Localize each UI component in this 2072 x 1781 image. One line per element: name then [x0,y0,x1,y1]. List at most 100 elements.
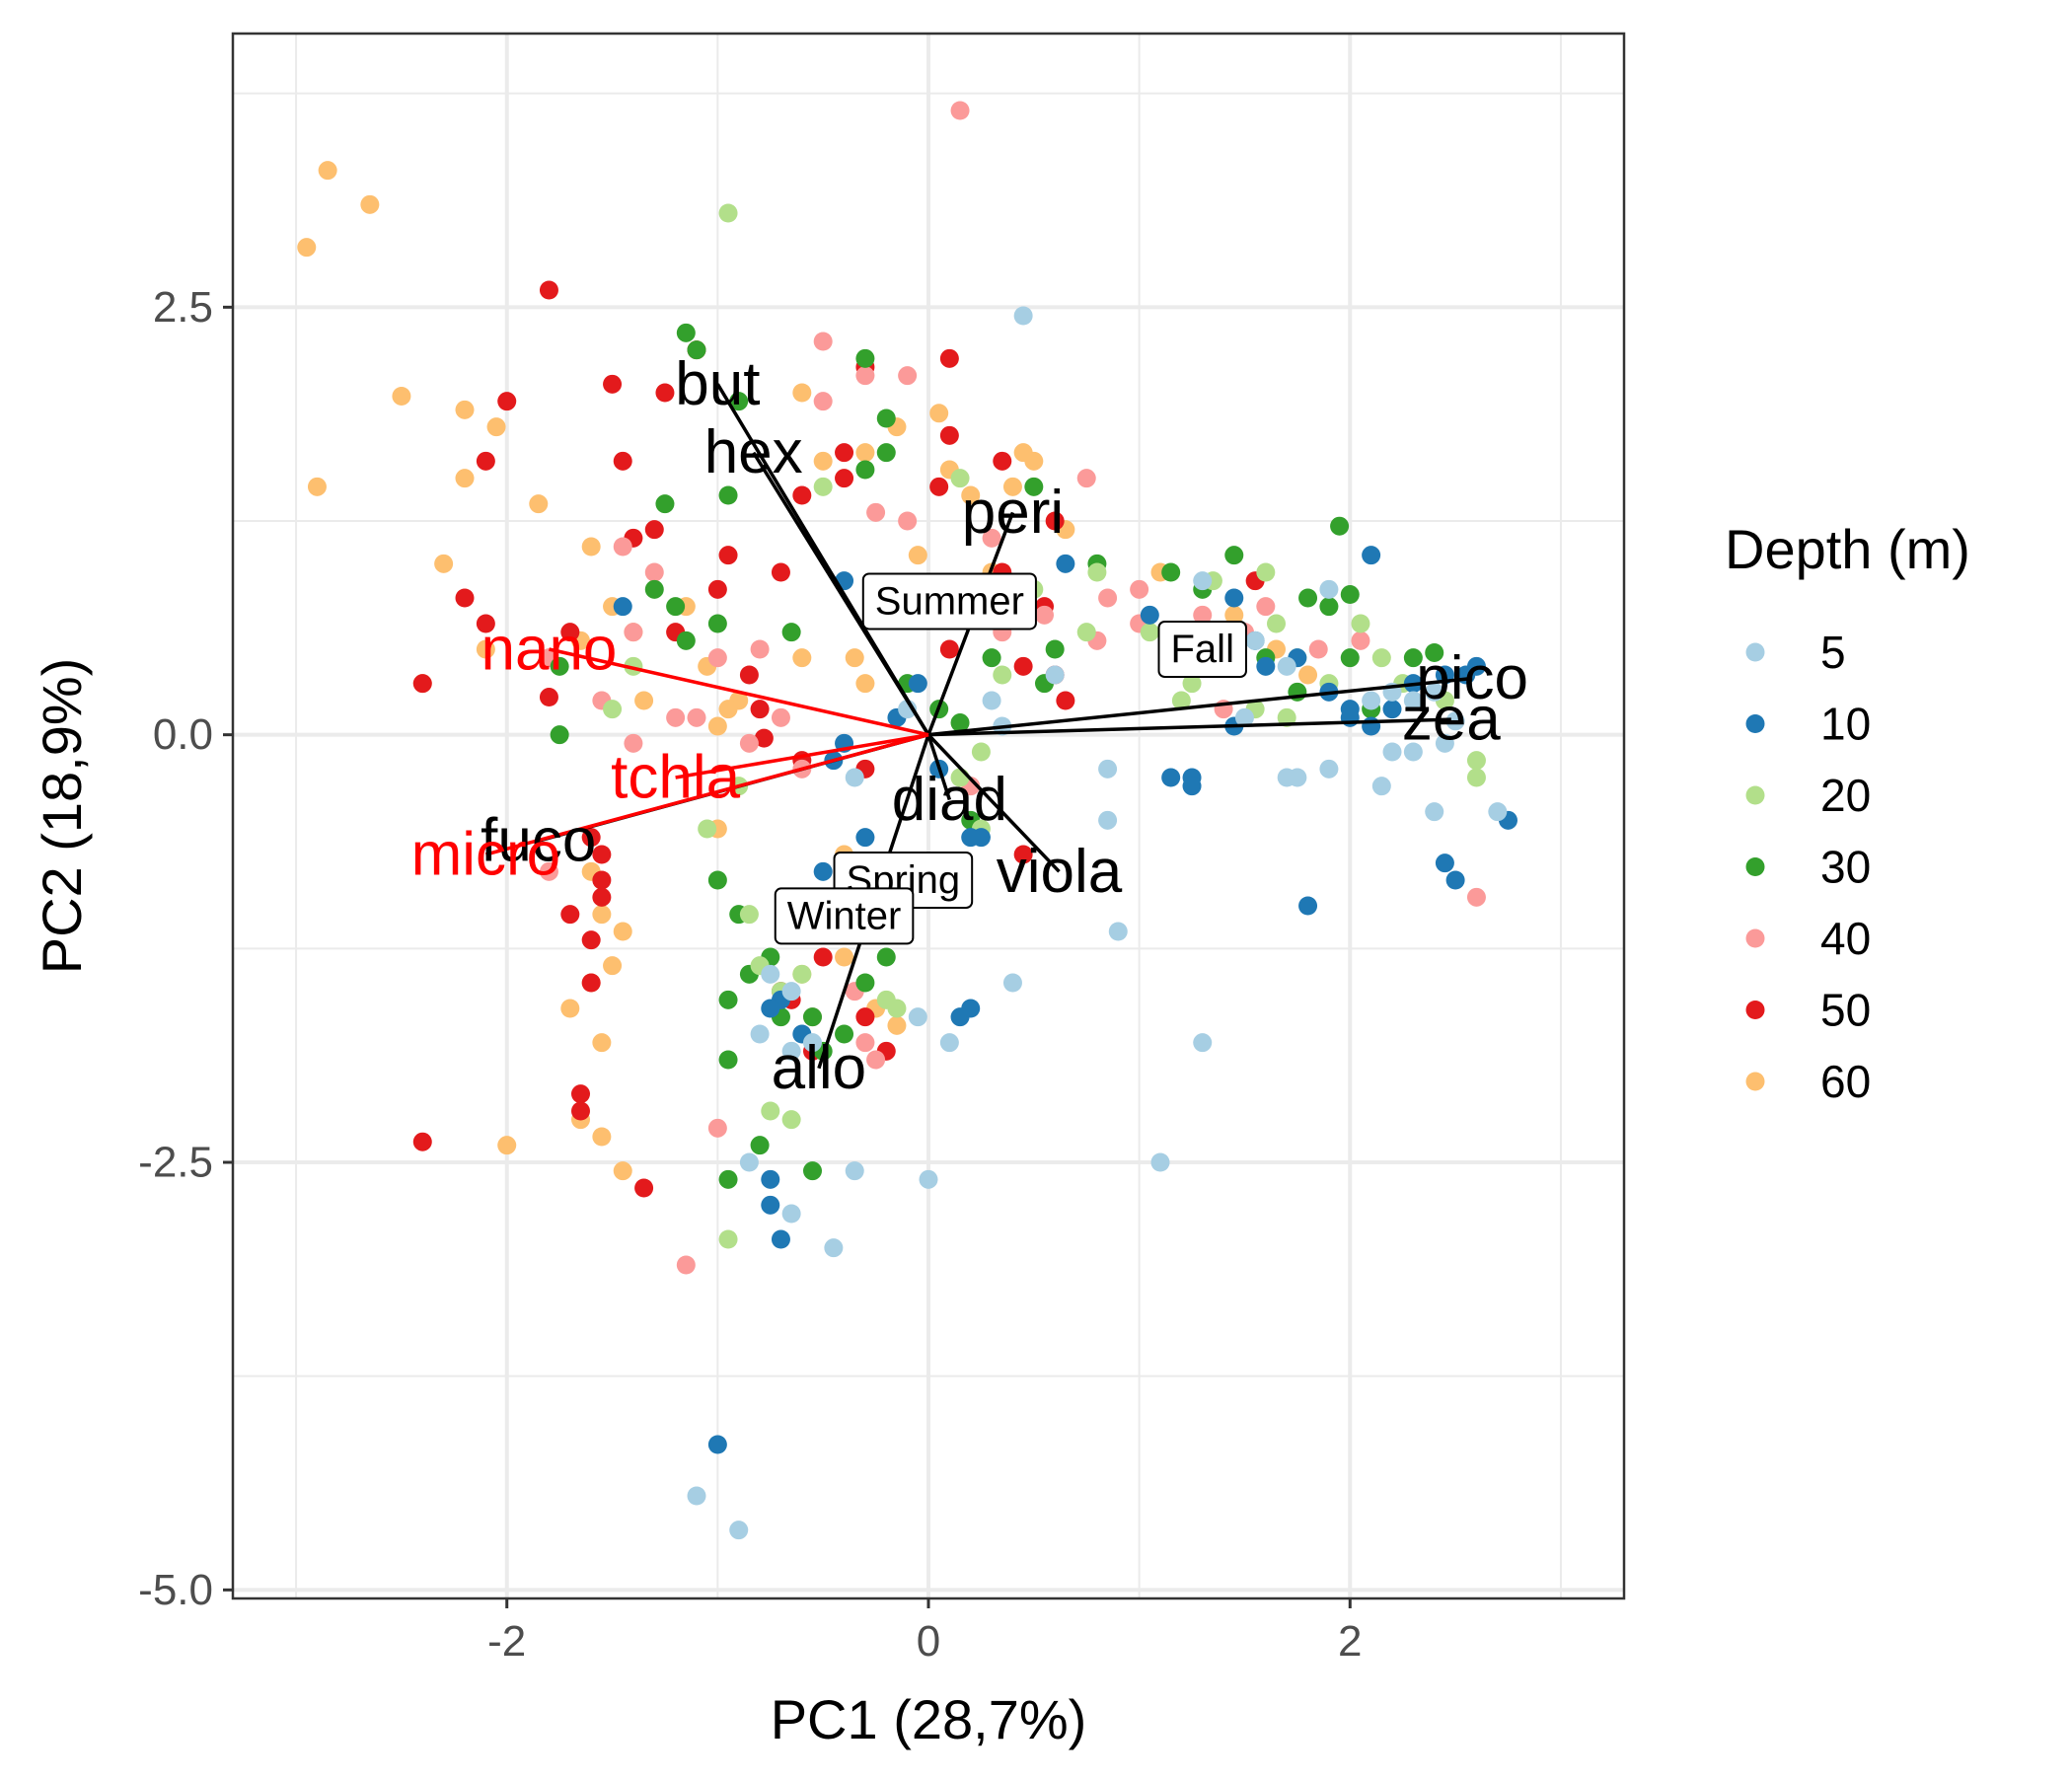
data-point [392,386,411,406]
loading-label-peri: peri [962,479,1064,547]
data-point [1087,562,1107,582]
data-point [707,1118,727,1138]
data-point [1330,516,1350,536]
data-point [971,742,991,762]
data-point [497,1136,517,1155]
data-point [1193,571,1213,591]
data-point [613,1161,632,1181]
data-point [434,554,454,573]
data-point [539,688,558,707]
loading-arrow-micro [484,732,929,856]
data-point [845,1161,864,1181]
data-point [845,768,864,787]
data-point [1140,623,1159,642]
data-point [1403,691,1423,710]
data-point [887,999,907,1018]
loading-label-tchla: tchla [611,744,740,812]
data-point [866,502,886,522]
data-point [761,1195,780,1215]
data-point [1045,639,1065,659]
y-tick-label: 2.5 [153,283,213,332]
data-point [476,639,495,659]
data-point [855,366,875,386]
data-point [1182,777,1202,796]
data-point [1445,870,1465,890]
data-point [1098,759,1118,779]
legend-label: 20 [1820,770,1871,821]
data-point [761,964,780,984]
data-point [644,562,664,582]
data-point [687,1486,706,1506]
data-point [855,1033,875,1053]
data-point [761,999,780,1018]
data-point [993,665,1012,685]
data-point [1224,605,1244,625]
loading-label-but: but [675,350,760,418]
data-point [855,460,875,480]
season-label-text: Fall [1171,628,1234,671]
data-point [644,579,664,599]
data-point [835,1024,854,1044]
data-point [1161,768,1181,787]
data-point [771,1229,790,1249]
data-point [497,392,517,411]
data-point [1256,656,1276,676]
data-point [603,374,623,394]
data-point [876,408,896,428]
loading-label-diad: diad [892,766,1007,834]
data-point [1425,682,1444,702]
season-label-box [774,887,915,945]
legend-label: 60 [1820,1056,1871,1107]
data-point [792,383,812,403]
data-point [1466,768,1486,787]
data-point [771,562,790,582]
data-point [1024,477,1044,496]
data-point [761,1101,780,1121]
data-point [813,861,833,881]
data-point [1076,469,1096,488]
data-point [1076,623,1096,642]
legend-label: 40 [1820,913,1871,964]
x-tick-label: 2 [1338,1617,1362,1666]
data-point [666,597,686,617]
data-point [1013,306,1033,326]
data-point [750,639,770,659]
data-point [855,1007,875,1027]
data-point [1435,733,1454,753]
data-point [961,828,981,848]
data-point [529,494,549,514]
data-point [360,194,380,214]
data-point [707,614,727,633]
data-point [1245,631,1265,650]
data-point [1425,802,1444,822]
legend-label: 50 [1820,985,1871,1036]
data-point [761,1169,780,1189]
data-point [1171,691,1191,710]
data-point [993,451,1012,471]
y-axis-title: PC2 (18,9%) [31,658,93,975]
data-point [1371,777,1391,796]
data-point [592,905,612,925]
loading-arrow-viola [926,733,1061,873]
data-point [1267,614,1286,633]
data-point [718,1050,738,1070]
data-point [1288,768,1307,787]
grid-lines [233,34,1624,1598]
data-point [581,828,601,848]
data-point [961,485,981,505]
x-tick-label: -2 [487,1617,526,1666]
data-point [1193,605,1213,625]
data-point [813,477,833,496]
season-label-summer: Summer [861,572,1037,631]
data-point [581,537,601,557]
data-point [1340,585,1360,605]
data-point [1340,648,1360,668]
data-point [707,1435,727,1454]
loading-label-allo: allo [772,1034,867,1102]
data-point [412,674,432,694]
loading-arrow-zea [927,717,1451,737]
data-point [613,922,632,941]
data-point [781,982,801,1002]
season-label-text: Winter [787,894,902,937]
